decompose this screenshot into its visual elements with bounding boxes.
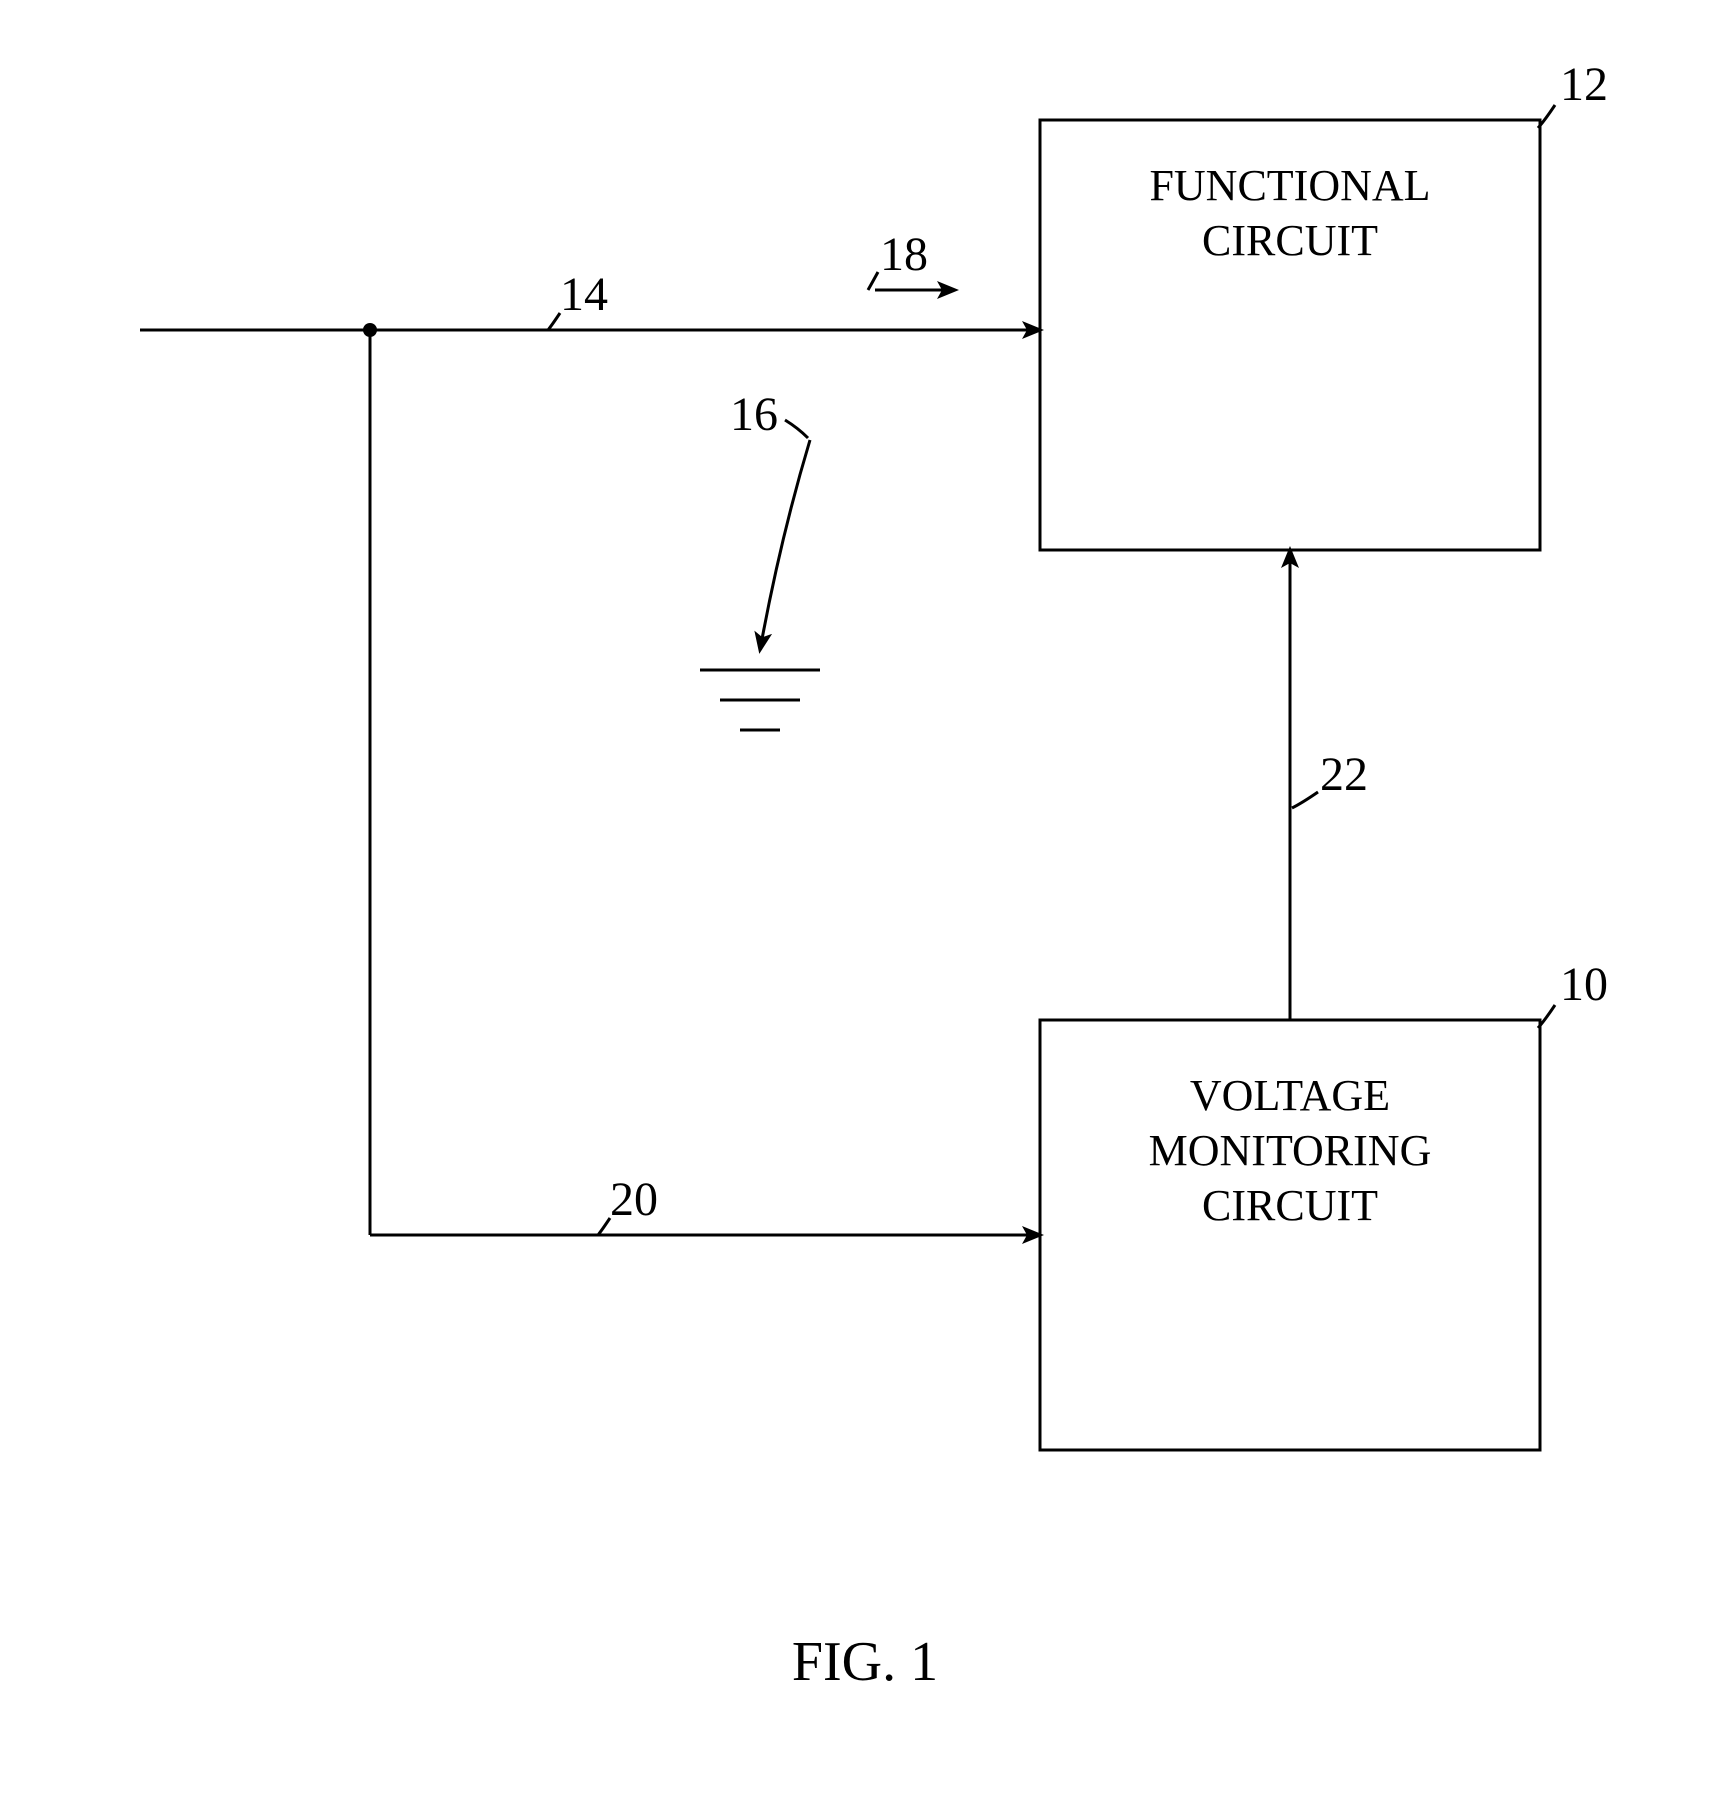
ref-20-leader (598, 1218, 610, 1235)
ref-14-leader (548, 313, 560, 330)
circuit-diagram: FUNCTIONAL CIRCUIT 12 VOLTAGE MONITORING… (0, 0, 1730, 1810)
ref-12-leader (1538, 105, 1555, 128)
ref-12-label: 12 (1560, 58, 1608, 111)
ref-10-leader (1538, 1005, 1555, 1028)
voltage-monitor-label-3: CIRCUIT (1202, 1181, 1378, 1230)
ref-18-label: 18 (880, 228, 928, 281)
voltage-monitor-label-2: MONITORING (1149, 1126, 1432, 1175)
ref-20-label: 20 (610, 1173, 658, 1226)
figure-caption: FIG. 1 (792, 1631, 938, 1693)
ref-18-leader (868, 272, 878, 290)
functional-circuit-label-2: CIRCUIT (1202, 216, 1378, 265)
ref-16-label: 16 (730, 388, 778, 441)
ref-16-small-leader (785, 420, 808, 438)
ref-16-leader (760, 440, 810, 650)
ref-14-label: 14 (560, 268, 608, 321)
ref-10-label: 10 (1560, 958, 1608, 1011)
ref-22-leader (1292, 792, 1318, 808)
ref-22-label: 22 (1320, 748, 1368, 801)
ground-symbol (700, 670, 820, 730)
functional-circuit-label-1: FUNCTIONAL (1149, 161, 1430, 210)
voltage-monitor-label-1: VOLTAGE (1190, 1071, 1390, 1120)
